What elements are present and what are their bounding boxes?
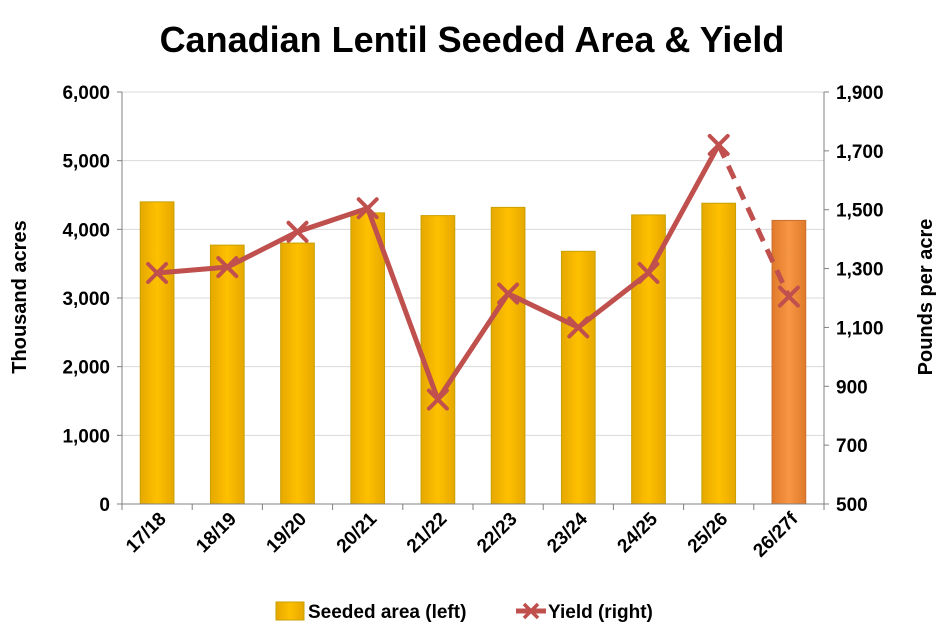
yield-marker (426, 388, 449, 411)
right-tick-label: 1,300 (836, 260, 884, 281)
left-tick-label: 2,000 (62, 358, 110, 379)
bar (139, 201, 175, 505)
yield-line-forecast (716, 143, 792, 298)
bar (631, 214, 666, 505)
left-tick-label: 4,000 (62, 220, 110, 241)
yield-marker (356, 197, 379, 220)
bar (490, 206, 526, 505)
right-tick-label: 1,500 (836, 201, 884, 222)
yield-marker (707, 133, 730, 156)
x-tick-label: 18/19 (192, 509, 240, 557)
yield-marker (216, 256, 239, 279)
bar (209, 244, 245, 505)
x-tick-label: 26/27f (749, 508, 802, 561)
left-tick-label: 0 (99, 495, 110, 516)
legend-label-seeded-area: Seeded area (left) (308, 602, 466, 623)
yield-marker (146, 261, 169, 284)
bar (420, 215, 456, 505)
bar (350, 212, 386, 505)
x-tick-label: 17/18 (122, 509, 170, 557)
legend-bar-swatch (275, 601, 305, 621)
x-tick-label: 20/21 (333, 508, 382, 557)
x-tick-label: 19/20 (263, 509, 311, 557)
right-tick-label: 1,900 (836, 83, 884, 104)
legend-label-yield: Yield (right) (548, 602, 653, 623)
bar (280, 242, 315, 505)
x-tick-label: 23/24 (543, 508, 592, 557)
left-tick-label: 6,000 (62, 83, 110, 104)
right-tick-label: 1,100 (836, 318, 884, 339)
bar (701, 202, 737, 505)
x-tick-label: 21/22 (403, 509, 451, 557)
x-tick-label: 25/26 (684, 509, 732, 557)
left-tick-label: 1,000 (62, 426, 110, 447)
bar-forecast (771, 219, 807, 505)
yield-marker (497, 282, 520, 305)
yield-marker (567, 316, 590, 339)
left-tick-label: 5,000 (62, 152, 110, 173)
right-tick-label: 900 (836, 377, 868, 398)
bar (560, 250, 596, 505)
right-axis-label: Pounds per acre (915, 219, 937, 376)
left-axis-label: Thousand acres (9, 220, 31, 373)
yield-marker (637, 261, 660, 284)
right-tick-label: 1,700 (836, 142, 884, 163)
legend: Seeded area (left) Yield (right) (275, 601, 653, 623)
legend-line-marker (522, 602, 540, 620)
right-tick-label: 500 (836, 495, 868, 516)
right-tick-label: 700 (836, 436, 868, 457)
yield-marker (777, 285, 800, 308)
chart-title: Canadian Lentil Seeded Area & Yield (160, 19, 785, 60)
left-tick-label: 3,000 (62, 289, 110, 310)
x-tick-label: 24/25 (614, 508, 663, 557)
x-tick-label: 22/23 (473, 509, 521, 557)
yield-marker (286, 220, 309, 243)
